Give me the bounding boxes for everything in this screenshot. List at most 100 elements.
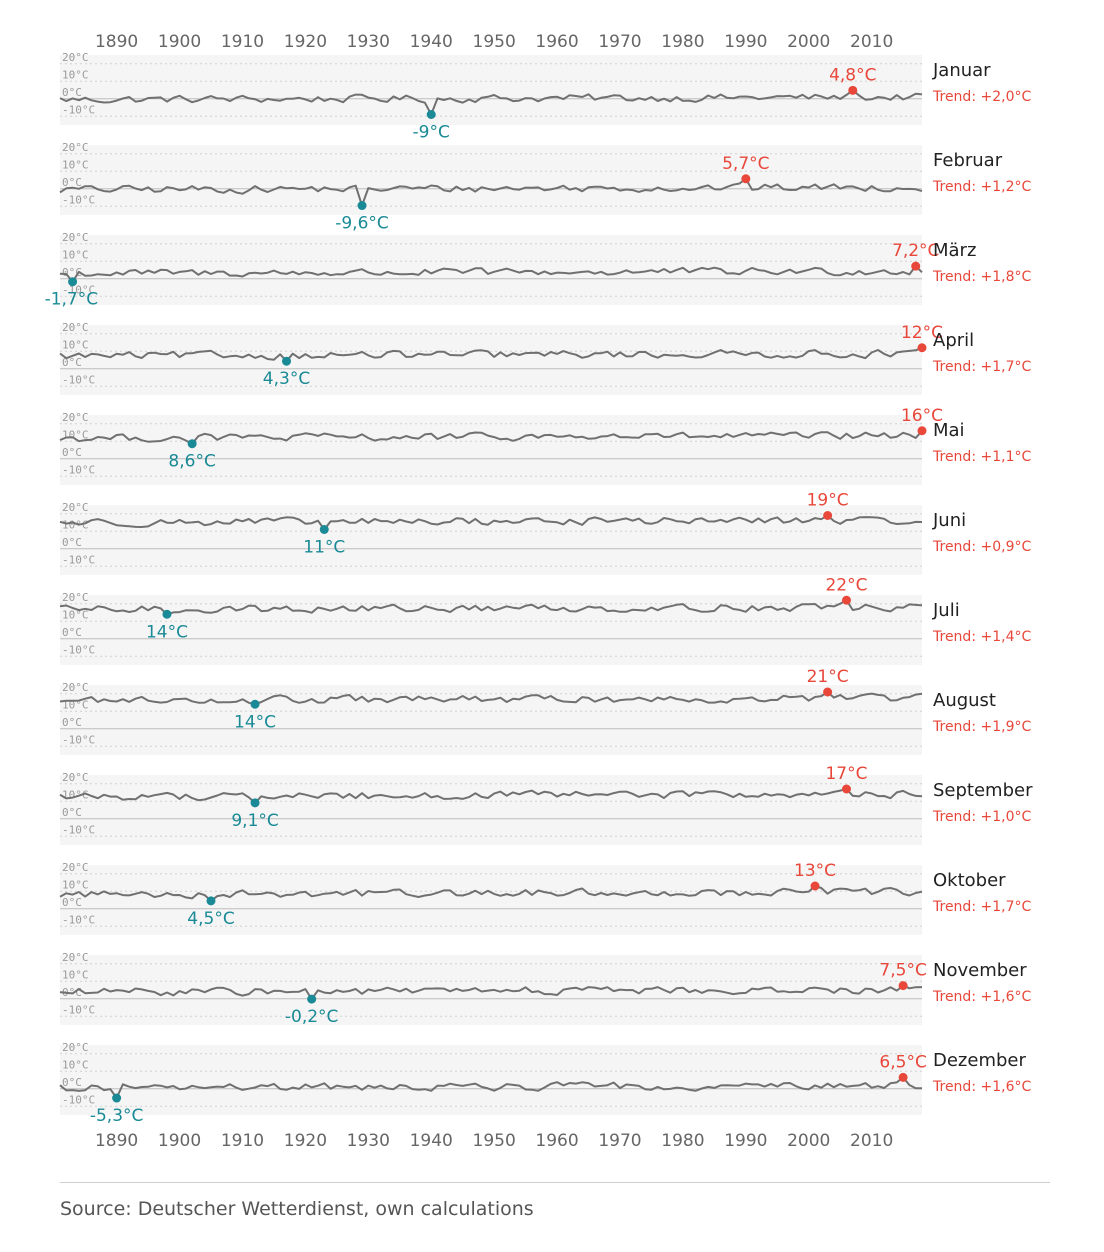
month-4-y-tick-3: -10°C xyxy=(62,373,95,386)
x-tick-bottom-1890: 1890 xyxy=(95,1131,138,1151)
month-7-series-line xyxy=(59,599,923,616)
monthly-temperature-chart: 1890 1890 1900 1900 1910 1910 1920 1920 1930 1930… xyxy=(45,32,1034,1151)
month-7-trend: Trend: +1,4°C xyxy=(932,629,1031,645)
x-tick-bottom-1970: 1970 xyxy=(598,1131,641,1151)
month-4-band xyxy=(60,325,922,395)
x-tick-top-1980: 1980 xyxy=(661,32,704,52)
month-5-min-point xyxy=(187,439,197,449)
month-7-min-point xyxy=(162,609,172,619)
month-2-y-tick-0: 20°C xyxy=(62,141,89,154)
month-5-y-tick-0: 20°C xyxy=(62,411,89,424)
month-4-min-label: 4,3°C xyxy=(263,369,310,389)
x-tick-bottom-1990: 1990 xyxy=(724,1131,767,1151)
x-tick-top-1910: 1910 xyxy=(221,32,264,52)
month-12-trend: Trend: +1,6°C xyxy=(932,1079,1031,1095)
month-9-y-tick-0: 20°C xyxy=(62,771,89,784)
x-tick-top-2010: 2010 xyxy=(850,32,893,52)
month-5-min-label: 8,6°C xyxy=(168,452,215,472)
month-2-y-tick-2: 0°C xyxy=(62,176,82,189)
month-8-trend: Trend: +1,9°C xyxy=(932,719,1031,735)
month-5-y-tick-3: -10°C xyxy=(62,463,95,476)
month-11-y-tick-0: 20°C xyxy=(62,951,89,964)
month-9-min-point xyxy=(250,798,260,808)
month-4-min-point xyxy=(282,356,292,366)
month-11-min-point xyxy=(307,994,317,1004)
month-2-min-label: -9,6°C xyxy=(335,214,389,234)
month-12-name: Dezember xyxy=(933,1050,1026,1071)
month-1-y-tick-2: 0°C xyxy=(62,86,82,99)
month-6-min-point xyxy=(319,525,329,534)
month-12-max-point xyxy=(898,1072,908,1082)
x-tick-bottom-1960: 1960 xyxy=(535,1131,578,1151)
month-3-trend: Trend: +1,8°C xyxy=(932,269,1031,285)
month-10-max-label: 13°C xyxy=(794,861,836,881)
month-1-max-label: 4,8°C xyxy=(829,65,876,85)
month-12-band xyxy=(60,1045,922,1115)
month-1-name: Januar xyxy=(932,60,991,81)
month-11-trend: Trend: +1,6°C xyxy=(932,989,1031,1005)
month-4-name: April xyxy=(933,330,974,351)
month-5-band xyxy=(60,415,922,485)
month-1-trend: Trend: +2,0°C xyxy=(932,89,1031,105)
month-11-y-tick-1: 10°C xyxy=(62,968,89,981)
month-9-max-point xyxy=(841,784,851,794)
month-6-max-label: 19°C xyxy=(807,491,849,511)
x-tick-top-1940: 1940 xyxy=(410,32,453,52)
month-3-y-tick-3: -10°C xyxy=(62,283,95,296)
month-9-max-label: 17°C xyxy=(825,764,867,784)
month-12-y-tick-0: 20°C xyxy=(62,1041,89,1054)
month-6-min-label: 11°C xyxy=(303,538,345,558)
x-tick-bottom-1920: 1920 xyxy=(284,1131,327,1151)
month-12-y-tick-1: 10°C xyxy=(62,1058,89,1071)
month-7-name: Juli xyxy=(932,600,960,621)
month-2-max-label: 5,7°C xyxy=(722,154,769,174)
x-tick-top-1890: 1890 xyxy=(95,32,138,52)
month-4-y-tick-1: 10°C xyxy=(62,338,89,351)
x-tick-top-1990: 1990 xyxy=(724,32,767,52)
month-11-min-label: -0,2°C xyxy=(285,1007,339,1027)
month-3-band xyxy=(60,235,922,305)
month-8-min-label: 14°C xyxy=(234,712,276,732)
month-9-trend: Trend: +1,0°C xyxy=(932,809,1031,825)
x-tick-bottom-1950: 1950 xyxy=(473,1131,516,1151)
month-2-band xyxy=(60,145,922,215)
month-10-max-point xyxy=(810,881,820,891)
x-tick-top-1950: 1950 xyxy=(473,32,516,52)
month-10-band xyxy=(60,865,922,935)
x-tick-top-2000: 2000 xyxy=(787,32,830,52)
x-tick-top-1920: 1920 xyxy=(284,32,327,52)
month-12-series-line xyxy=(59,1076,922,1099)
month-8-min-point xyxy=(250,699,260,709)
month-3-name: März xyxy=(933,240,976,261)
month-7-y-tick-0: 20°C xyxy=(62,591,89,604)
month-2-y-tick-1: 10°C xyxy=(62,158,89,171)
month-2-trend: Trend: +1,2°C xyxy=(932,179,1031,195)
month-3-series-line xyxy=(59,265,923,283)
month-8-name: August xyxy=(933,690,996,711)
x-tick-bottom-1940: 1940 xyxy=(410,1131,453,1151)
month-10-y-tick-0: 20°C xyxy=(62,861,89,874)
month-7-max-point xyxy=(841,595,851,605)
month-6-y-tick-0: 20°C xyxy=(62,501,89,514)
x-tick-top-1930: 1930 xyxy=(347,32,390,52)
source-note: Source: Deutscher Wetterdienst, own calc… xyxy=(60,1198,534,1220)
x-tick-bottom-1900: 1900 xyxy=(158,1131,201,1151)
month-6-max-point xyxy=(823,511,833,520)
month-4-y-tick-0: 20°C xyxy=(62,321,89,334)
month-2-series-line xyxy=(59,177,923,207)
month-9-series-line xyxy=(59,788,923,804)
month-12-max-label: 6,5°C xyxy=(879,1052,926,1072)
month-7-y-tick-3: -10°C xyxy=(62,643,95,656)
month-5-trend: Trend: +1,1°C xyxy=(932,449,1031,465)
x-tick-top-1900: 1900 xyxy=(158,32,201,52)
month-11-y-tick-2: 0°C xyxy=(62,986,82,999)
footer-divider xyxy=(60,1182,1050,1183)
month-1-y-tick-1: 10°C xyxy=(62,68,89,81)
month-1-y-tick-0: 20°C xyxy=(62,51,89,64)
x-tick-bottom-1980: 1980 xyxy=(661,1131,704,1151)
month-6-band xyxy=(60,505,922,575)
month-1-y-tick-3: -10°C xyxy=(62,103,95,116)
month-8-max-point xyxy=(823,687,833,697)
month-9-name: September xyxy=(933,780,1033,801)
month-1-min-point xyxy=(426,110,436,119)
